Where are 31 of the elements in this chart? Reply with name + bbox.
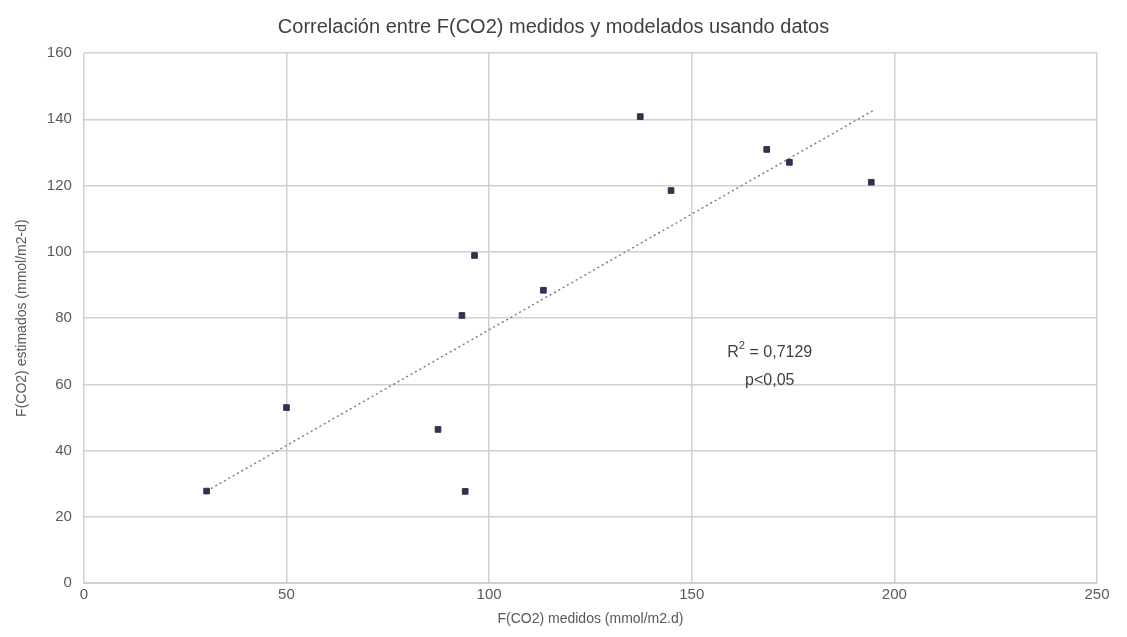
y-tick-label: 100	[46, 241, 72, 259]
point	[867, 178, 875, 186]
y-tick-label: 80	[55, 308, 72, 326]
point	[203, 487, 210, 495]
point	[283, 404, 290, 411]
point	[471, 252, 478, 259]
annotation: p<0,05	[745, 370, 795, 388]
x-tick-label: 150	[679, 585, 705, 603]
point	[461, 488, 469, 495]
point	[636, 113, 644, 120]
x-tick-label: 250	[1084, 585, 1110, 603]
point	[763, 146, 771, 153]
x-tick-label: 0	[79, 585, 88, 603]
chart-title: Correlación entre F(CO2) medidos y modelados usando datos	[277, 14, 830, 37]
y-tick-label: 140	[46, 109, 72, 127]
x-tick-label: 100	[476, 585, 502, 603]
y-tick-label: 0	[63, 573, 72, 591]
x-axis-title: F(CO2) medidos (mmol/m2.d)	[497, 610, 684, 627]
y-tick-label: 20	[55, 507, 72, 525]
y-tick-label: 160	[46, 43, 72, 61]
y-tick-label: 120	[46, 175, 72, 193]
y-axis-title: F(CO2) estimados (mmol/m2-d)	[13, 219, 30, 417]
y-tick-label: 60	[55, 374, 72, 392]
point	[540, 286, 547, 294]
point	[667, 187, 675, 194]
y-tick-label: 40	[55, 440, 72, 458]
point	[786, 159, 793, 166]
x-tick-label: 200	[881, 585, 907, 603]
x-tick-label: 50	[278, 585, 295, 603]
point	[458, 312, 466, 319]
point	[434, 426, 442, 433]
